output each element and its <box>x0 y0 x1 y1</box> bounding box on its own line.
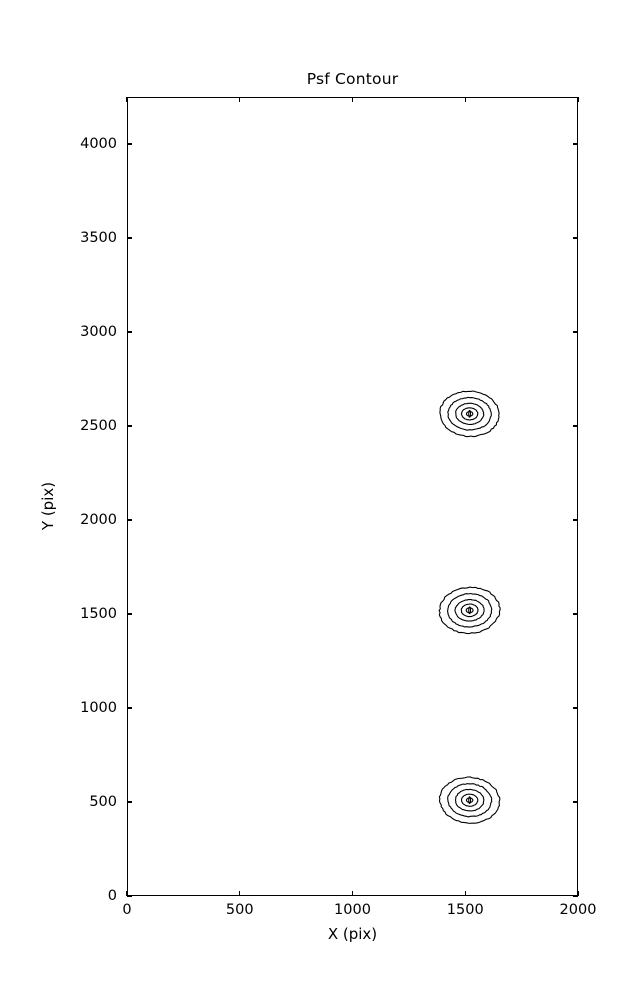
y-tick-mark <box>573 237 578 239</box>
y-axis-label: Y (pix) <box>39 481 57 531</box>
contour-level-2 <box>447 396 492 431</box>
x-tick-mark <box>577 97 579 102</box>
y-tick-mark <box>573 801 578 803</box>
x-tick-mark <box>351 891 354 896</box>
psf-source-middle <box>438 586 501 635</box>
x-tick-label: 0 <box>122 902 132 918</box>
x-tick-mark <box>126 97 128 102</box>
contour-peak <box>468 409 472 418</box>
contour-level-2 <box>447 783 493 818</box>
x-tick-label: 500 <box>225 902 254 918</box>
y-tick-label: 4000 <box>80 136 117 152</box>
plot-area <box>127 97 578 896</box>
contour-level-5 <box>465 607 474 614</box>
y-tick-mark <box>127 331 132 333</box>
y-tick-label: 0 <box>107 888 117 904</box>
contour-level-4 <box>460 603 479 618</box>
x-tick-mark <box>464 97 466 102</box>
y-tick-mark <box>127 237 132 239</box>
contour-level-3 <box>454 598 485 622</box>
y-tick-mark <box>127 613 132 615</box>
x-tick-label: 2000 <box>559 902 597 918</box>
y-tick-mark <box>573 143 578 145</box>
y-tick-mark <box>127 425 132 427</box>
y-tick-mark <box>127 895 132 897</box>
x-tick-mark <box>126 891 128 896</box>
x-tick-mark <box>577 891 579 896</box>
contour-peak <box>468 796 472 805</box>
y-tick-mark <box>127 519 132 521</box>
y-tick-label: 500 <box>89 794 117 810</box>
x-tick-label: 1500 <box>446 902 484 918</box>
contour-level-1 <box>438 586 501 635</box>
psf-source-bottom <box>438 776 501 824</box>
y-tick-mark <box>127 707 132 709</box>
contour-level-4 <box>460 793 479 807</box>
contour-level-3 <box>455 402 485 426</box>
contour-level-1 <box>438 776 501 824</box>
x-axis-label: X (pix) <box>327 925 378 943</box>
x-tick-label: 1000 <box>334 902 371 918</box>
y-tick-label: 3500 <box>80 230 117 246</box>
x-tick-mark <box>464 891 466 896</box>
contour-level-4 <box>460 407 479 421</box>
contour-peak <box>468 606 472 615</box>
x-tick-mark <box>351 97 354 102</box>
x-tick-mark <box>239 891 241 896</box>
psf-source-top <box>439 390 500 438</box>
y-tick-mark <box>573 425 578 427</box>
contour-level-1 <box>439 390 500 438</box>
contour-level-2 <box>447 592 493 628</box>
y-tick-mark <box>573 331 578 333</box>
y-tick-label: 2000 <box>80 512 117 528</box>
contour-level-5 <box>465 797 474 803</box>
y-tick-label: 2500 <box>80 418 117 434</box>
y-tick-label: 1500 <box>80 606 117 622</box>
y-tick-mark <box>573 613 578 615</box>
contour-level-5 <box>465 410 474 417</box>
contour-plot <box>438 390 501 824</box>
chart-title: Psf Contour <box>306 70 399 88</box>
y-tick-mark <box>127 143 132 145</box>
y-tick-mark <box>573 895 578 897</box>
contour-level-3 <box>454 788 485 812</box>
y-tick-mark <box>127 801 132 803</box>
y-tick-mark <box>573 519 578 521</box>
y-tick-label: 1000 <box>80 700 117 716</box>
y-tick-label: 3000 <box>80 324 117 340</box>
x-tick-mark <box>239 97 241 102</box>
y-tick-mark <box>573 707 578 709</box>
